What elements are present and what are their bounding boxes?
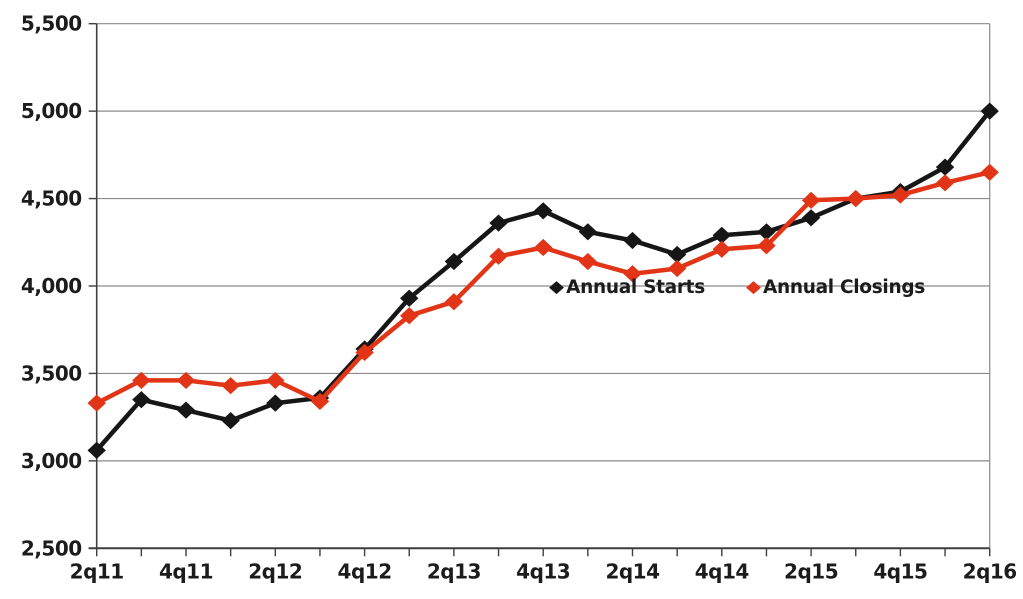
data-point-annual-closings-2q15 <box>801 191 821 209</box>
data-point-annual-starts-1q13 <box>400 289 419 307</box>
annual-closings-diamond-icon: ◆ <box>745 277 761 297</box>
x-axis-tick-label: 2q14 <box>605 559 659 583</box>
data-point-annual-closings-1q13 <box>400 307 419 325</box>
y-axis-tick-label: 3,500 <box>21 361 82 385</box>
x-axis-tick-label: 2q16 <box>963 559 1017 583</box>
data-point-annual-closings-1q16 <box>935 174 955 192</box>
x-axis-tick-label: 4q14 <box>695 559 749 583</box>
data-point-annual-closings-2q14 <box>623 265 642 283</box>
data-point-annual-starts-3q14 <box>667 245 687 264</box>
data-point-annual-closings-2q12 <box>266 371 285 390</box>
data-point-annual-closings-4q11 <box>176 371 196 390</box>
x-axis-tick-label: 2q13 <box>427 559 481 583</box>
x-axis-tick-label: 4q11 <box>159 559 213 583</box>
data-point-annual-starts-2q16 <box>980 102 999 120</box>
x-axis-tick-label: 4q15 <box>873 559 927 583</box>
y-axis-tick-label: 2,500 <box>21 536 82 560</box>
data-point-annual-closings-4q12 <box>355 343 374 362</box>
legend-item-annual-starts: ◆ Annual Starts <box>549 277 705 298</box>
data-point-annual-starts-2q14 <box>623 231 642 250</box>
data-point-annual-starts-1q16 <box>935 158 955 176</box>
y-axis-tick-label: 4,500 <box>21 187 82 211</box>
chart-legend: ◆ Annual Starts ◆ Annual Closings <box>549 277 925 298</box>
data-point-annual-starts-2q11 <box>87 441 106 459</box>
annual-starts-diamond-icon: ◆ <box>549 277 565 297</box>
data-point-annual-closings-3q12 <box>310 392 330 411</box>
data-point-annual-closings-4q15 <box>891 186 910 204</box>
legend-label-annual-closings: Annual Closings <box>762 277 925 298</box>
x-axis-tick-label: 4q12 <box>338 559 392 583</box>
x-axis-tick-label: 2q11 <box>70 559 124 583</box>
y-axis-tick-label: 5,500 <box>21 12 82 36</box>
data-point-annual-starts-3q13 <box>489 214 508 232</box>
data-point-annual-starts-4q11 <box>176 401 196 419</box>
x-axis-tick-label: 4q13 <box>516 559 570 583</box>
data-point-annual-starts-2q13 <box>444 252 464 271</box>
data-point-annual-closings-4q13 <box>534 238 553 257</box>
data-point-annual-starts-1q12 <box>221 412 240 430</box>
y-axis-tick-label: 5,000 <box>21 99 82 123</box>
data-point-annual-starts-2q12 <box>266 394 285 412</box>
data-point-annual-closings-1q15 <box>757 237 776 255</box>
data-point-annual-starts-3q11 <box>132 391 151 409</box>
data-point-annual-closings-4q14 <box>712 240 731 258</box>
data-point-annual-starts-1q15 <box>757 223 776 241</box>
x-axis-tick-label: 2q12 <box>248 559 302 583</box>
data-point-annual-closings-3q11 <box>132 371 151 390</box>
legend-label-annual-starts: Annual Starts <box>566 277 705 298</box>
data-point-annual-closings-2q16 <box>980 163 999 181</box>
y-axis-tick-label: 3,000 <box>21 449 82 473</box>
data-point-annual-closings-1q12 <box>221 377 240 395</box>
data-point-annual-closings-1q14 <box>578 252 598 271</box>
data-point-annual-starts-4q13 <box>534 202 553 220</box>
data-point-annual-starts-2q15 <box>801 209 821 227</box>
data-point-annual-closings-3q15 <box>846 189 865 208</box>
data-point-annual-starts-1q14 <box>578 223 598 241</box>
legend-item-annual-closings: ◆ Annual Closings <box>745 277 925 298</box>
data-point-annual-closings-2q11 <box>87 394 106 412</box>
y-axis-tick-label: 4,000 <box>21 274 82 298</box>
x-axis-tick-label: 2q15 <box>784 559 838 583</box>
data-point-annual-closings-3q13 <box>489 247 508 265</box>
data-point-annual-closings-2q13 <box>444 293 464 311</box>
data-point-annual-starts-4q14 <box>712 226 731 244</box>
data-point-annual-closings-3q14 <box>667 259 687 278</box>
